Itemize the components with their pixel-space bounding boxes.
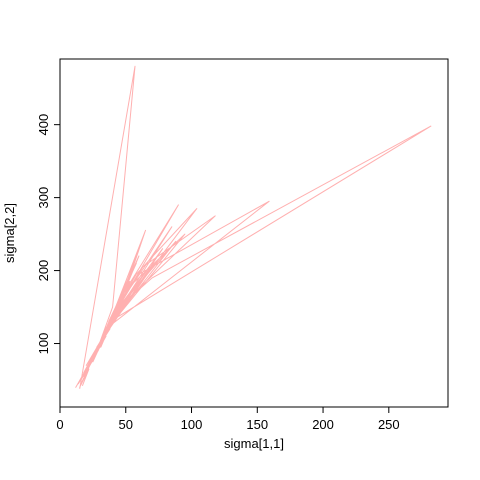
x-tick-label: 200 — [312, 417, 334, 432]
x-tick-label: 100 — [181, 417, 203, 432]
y-tick-label: 100 — [36, 333, 51, 355]
y-axis-title: sigma[2,2] — [2, 203, 17, 263]
y-tick-label: 400 — [36, 114, 51, 136]
x-tick-label: 250 — [378, 417, 400, 432]
y-axis: 100 200 300 400 — [36, 114, 60, 355]
series-line-0 — [75, 65, 432, 389]
x-tick-label: 0 — [56, 417, 63, 432]
x-tick-label: 150 — [246, 417, 268, 432]
x-axis: 0 50 100 150 200 250 — [56, 407, 400, 432]
y-tick-label: 200 — [36, 260, 51, 282]
y-tick-label: 300 — [36, 187, 51, 209]
series-layer — [75, 65, 432, 389]
x-tick-label: 50 — [119, 417, 133, 432]
x-axis-title: sigma[1,1] — [224, 436, 284, 451]
plot-frame — [59, 58, 449, 408]
